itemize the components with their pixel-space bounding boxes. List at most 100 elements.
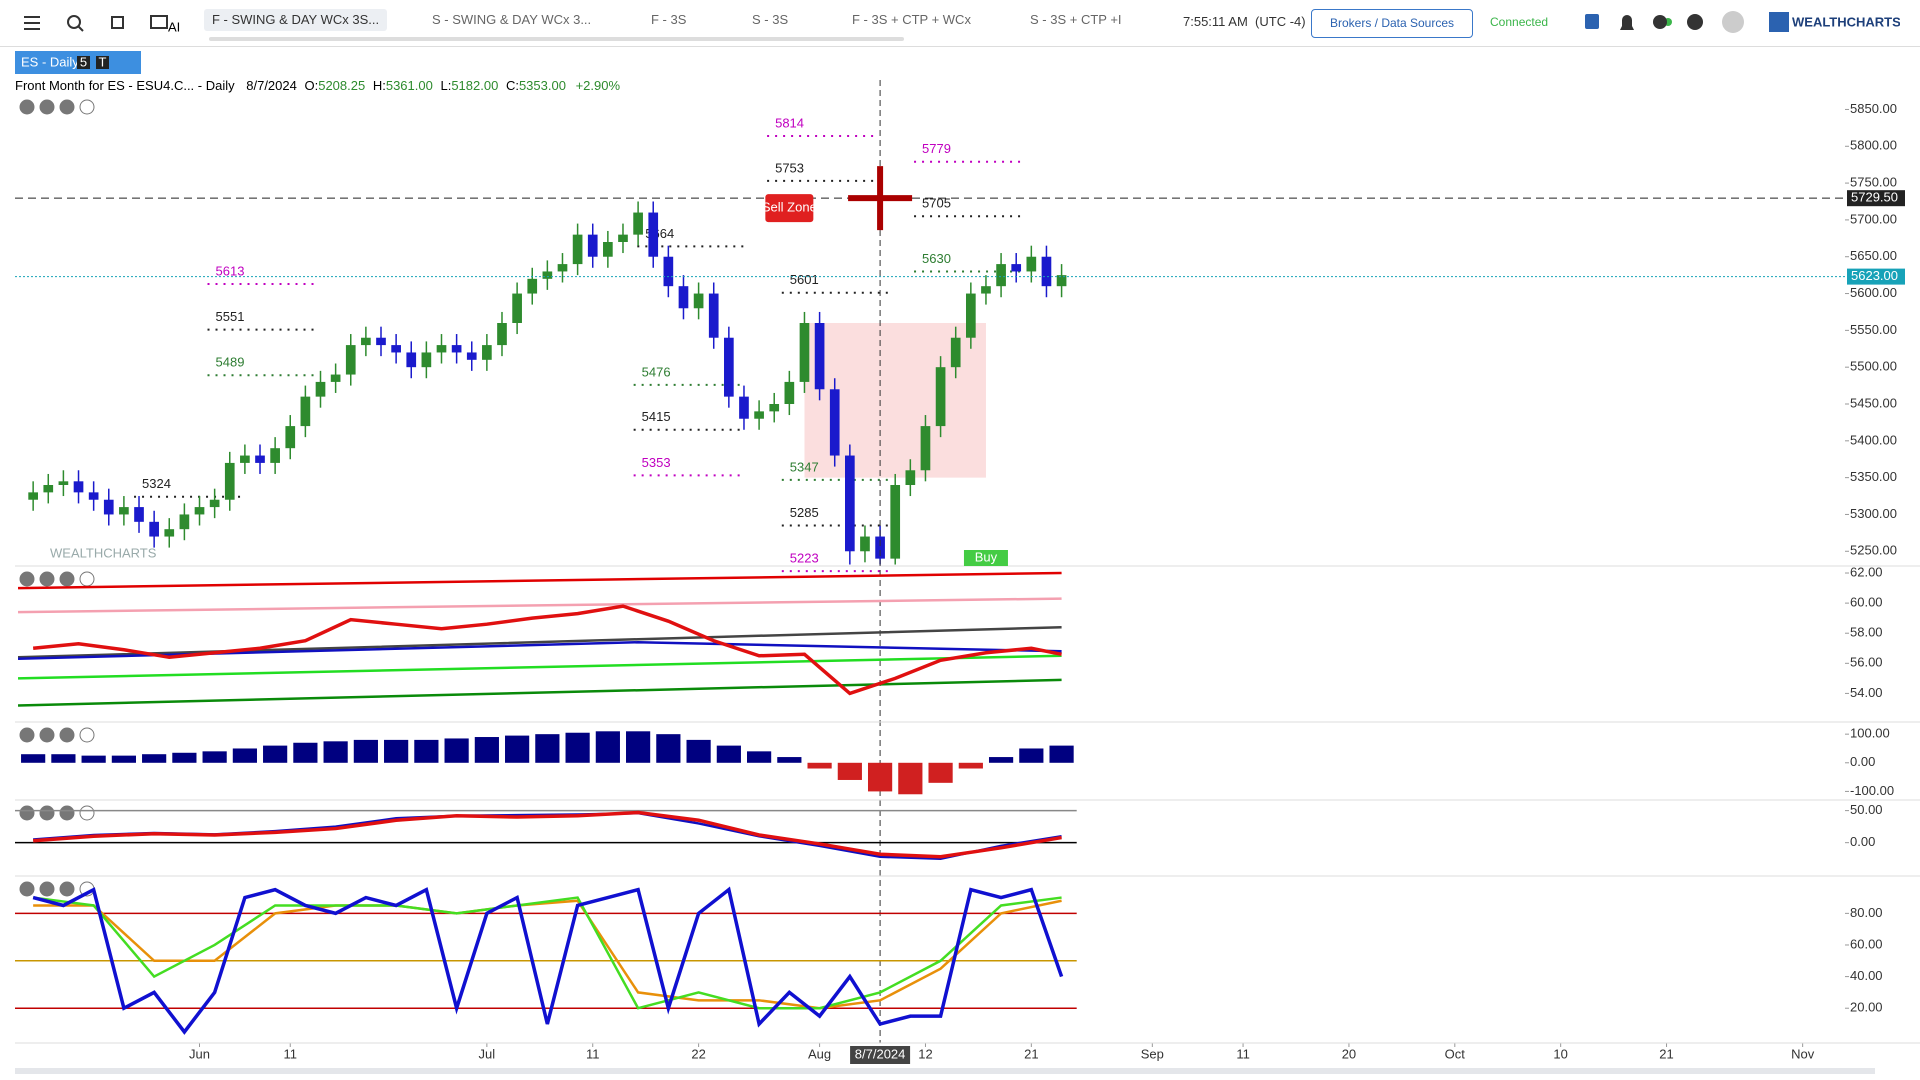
- panel-tool[interactable]: [79, 571, 95, 587]
- panel-tool[interactable]: [59, 727, 75, 743]
- level-label: 5601: [790, 272, 819, 287]
- level-label: 5285: [790, 505, 819, 520]
- candle-body: [391, 345, 401, 353]
- histogram-bar: [837, 762, 862, 780]
- panel-tool[interactable]: [59, 805, 75, 821]
- indicator-line: [18, 597, 1062, 614]
- histogram-bar: [777, 757, 802, 763]
- histogram-bar: [81, 755, 106, 763]
- clock: 7:55:11 AM (UTC -4): [1183, 14, 1306, 29]
- brokers-button[interactable]: Brokers / Data Sources: [1311, 9, 1473, 38]
- ohlc-label: H:: [373, 78, 386, 93]
- chart-area: ES - Daily 5 T Front Month for ES - ESU4…: [15, 51, 1920, 1074]
- panel-tool[interactable]: [19, 727, 35, 743]
- candle-body: [935, 367, 946, 427]
- panel-tool[interactable]: [39, 571, 55, 587]
- tab[interactable]: S - 3S: [752, 12, 789, 27]
- histogram-bar: [626, 731, 651, 763]
- candle-body: [119, 507, 129, 515]
- candle-body: [784, 381, 795, 404]
- panel-tool[interactable]: [59, 99, 75, 115]
- histogram-bar: [323, 741, 348, 763]
- candle-body: [996, 264, 1006, 287]
- histogram-bar: [232, 748, 257, 763]
- search-icon[interactable]: [67, 15, 81, 29]
- panel-tool[interactable]: [19, 99, 35, 115]
- tab[interactable]: S - 3S + CTP +I: [1030, 12, 1122, 27]
- x-tick-label: 11: [586, 1046, 600, 1061]
- level-label: 5613: [216, 263, 245, 278]
- bell-icon[interactable]: [1620, 15, 1634, 30]
- avatar[interactable]: [1722, 11, 1744, 33]
- candle-body: [466, 352, 477, 360]
- badge: 5: [80, 54, 87, 69]
- candle-body: [315, 381, 326, 397]
- time-scrollbar[interactable]: [15, 1068, 1875, 1074]
- windows-icon[interactable]: [111, 16, 124, 29]
- price-tag-label: 5623.00: [1851, 268, 1898, 283]
- candle-body: [361, 337, 371, 346]
- histogram-bar: [202, 751, 227, 763]
- x-tick-label: 11: [1236, 1046, 1250, 1061]
- level-label: 5753: [775, 160, 804, 175]
- panel-tool[interactable]: [59, 571, 75, 587]
- y-tick-label: 5700.00: [1850, 211, 1897, 226]
- candle-body: [920, 426, 931, 471]
- panel-tool[interactable]: [39, 805, 55, 821]
- panel-tool[interactable]: [39, 99, 55, 115]
- histogram-bar: [263, 745, 288, 763]
- settings-icon[interactable]: [1653, 15, 1667, 29]
- candle-body: [179, 514, 190, 530]
- indicator-line: [17, 678, 1062, 707]
- ai-icon[interactable]: [150, 15, 168, 29]
- panel-tool[interactable]: [39, 881, 55, 897]
- y-tick-label: 5800.00: [1850, 138, 1897, 153]
- y-tick-label: 80.00: [1850, 905, 1883, 920]
- level-label: 5630: [922, 251, 951, 266]
- y-tick-label: 50.00: [1850, 802, 1883, 817]
- y-tick-label: 5500.00: [1850, 359, 1897, 374]
- symbol: ES - Daily: [21, 54, 79, 69]
- x-tick-label: 21: [1659, 1046, 1673, 1061]
- panel-tool[interactable]: [79, 805, 95, 821]
- candle-body: [981, 286, 991, 294]
- tab[interactable]: F - SWING & DAY WCx 3S...: [204, 9, 388, 31]
- panel-tool[interactable]: [39, 727, 55, 743]
- tab[interactable]: F - 3S: [651, 12, 687, 27]
- histogram-bar: [928, 762, 953, 783]
- y-tick-label: -100.00: [1850, 783, 1894, 798]
- tab[interactable]: S - SWING & DAY WCx 3...: [432, 12, 592, 27]
- candle-body: [73, 481, 84, 493]
- y-tick-label: 20.00: [1850, 1000, 1883, 1015]
- panel-tool[interactable]: [19, 571, 35, 587]
- candle-body: [103, 499, 114, 515]
- sell-signal: [765, 194, 814, 223]
- panel-tool[interactable]: [19, 805, 35, 821]
- y-tick-label: 5400.00: [1850, 432, 1897, 447]
- indicator-line: [33, 810, 1062, 859]
- panel-tool[interactable]: [59, 881, 75, 897]
- y-tick-label: 5250.00: [1850, 543, 1897, 558]
- help-icon[interactable]: [1687, 14, 1703, 30]
- ohlc-label: C:: [506, 78, 519, 93]
- y-tick-label: 100.00: [1850, 726, 1890, 741]
- histogram-bar: [595, 731, 620, 763]
- panel-tool[interactable]: [19, 881, 35, 897]
- candle-body: [28, 492, 38, 500]
- histogram-bar: [656, 734, 681, 763]
- x-tick-label: 22: [691, 1046, 705, 1061]
- panel-tool[interactable]: [79, 727, 95, 743]
- x-tick-label: Jul: [479, 1046, 496, 1061]
- y-tick-label: 5650.00: [1850, 248, 1897, 263]
- menu-icon[interactable]: [24, 16, 40, 30]
- histogram-bar: [505, 735, 530, 763]
- ohlc-value: 5353.00: [519, 78, 566, 93]
- save-icon[interactable]: [1585, 14, 1599, 29]
- price-tag: [1847, 268, 1905, 285]
- tab[interactable]: F - 3S + CTP + WCx: [852, 12, 971, 27]
- x-tick-label: 11: [284, 1046, 298, 1061]
- tab-scrollbar[interactable]: [209, 37, 904, 41]
- panel-tool[interactable]: [79, 99, 95, 115]
- x-tick-label: Oct: [1445, 1046, 1466, 1061]
- x-tick-label: 10: [1553, 1046, 1567, 1061]
